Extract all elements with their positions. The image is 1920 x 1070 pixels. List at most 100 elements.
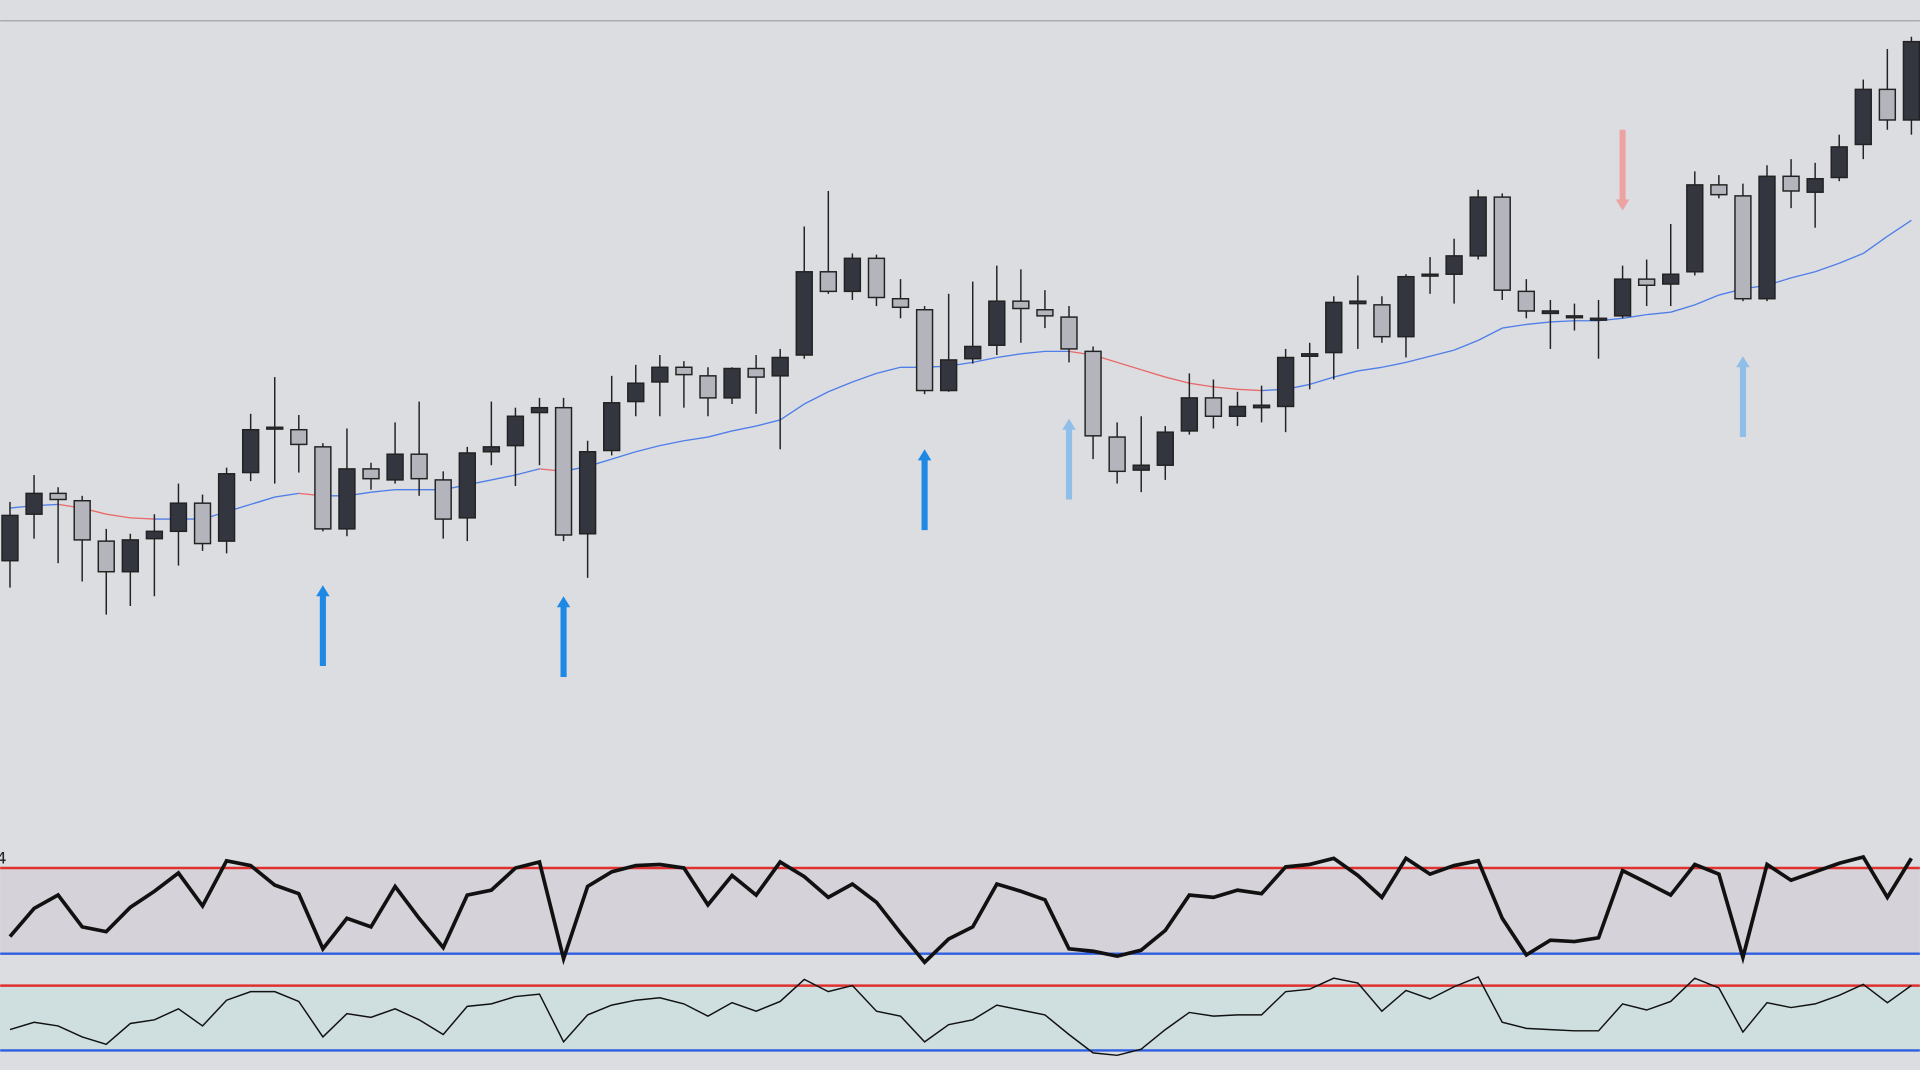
candle-body	[723, 367, 741, 399]
candle-body	[1036, 309, 1054, 317]
candle-body	[771, 356, 789, 377]
candle-body	[1806, 178, 1824, 193]
candle-body	[1710, 184, 1728, 196]
candle-body	[1373, 304, 1391, 338]
moving-average-segment	[370, 489, 396, 493]
moving-average-segment	[1526, 321, 1551, 326]
candle-body	[1541, 310, 1560, 315]
candle-body	[578, 451, 597, 535]
moving-average-segment	[1116, 361, 1142, 371]
moving-average-segment	[1550, 320, 1575, 323]
candle-body	[1734, 195, 1752, 300]
moving-average-segment	[828, 381, 853, 393]
candle-body	[1060, 316, 1078, 350]
candle-body	[1517, 290, 1536, 312]
candle-body	[867, 257, 886, 299]
moving-average-segment	[1477, 327, 1503, 341]
candle-body	[1156, 431, 1174, 466]
candle-body	[1325, 301, 1343, 354]
moving-average-segment	[1189, 382, 1214, 388]
candle-body	[1878, 88, 1897, 121]
moving-average-segment	[876, 366, 901, 375]
oscillator-line	[8, 854, 1913, 966]
moving-average-segment	[707, 430, 733, 438]
moving-average-segment	[852, 372, 877, 383]
candle-body	[747, 367, 765, 378]
moving-average-segment	[1309, 376, 1334, 386]
candle-body	[1830, 146, 1848, 179]
candle-body	[386, 453, 404, 481]
oscillator-line	[9, 976, 1912, 1057]
moving-average-segment	[1862, 235, 1888, 254]
indicator-label: 4	[0, 849, 7, 868]
moving-average-segment	[1020, 350, 1046, 355]
candle-body	[1469, 196, 1487, 257]
moving-average-segment	[683, 436, 709, 442]
candle-body	[554, 406, 573, 536]
candle-body	[1132, 464, 1150, 471]
signal-arrow	[1062, 418, 1076, 500]
moving-average-segment	[1814, 262, 1840, 273]
candle-body	[819, 271, 838, 293]
moving-average-segment	[659, 440, 685, 447]
moving-average-segment	[996, 353, 1021, 359]
candle-body	[97, 540, 115, 573]
candle-body	[1252, 404, 1271, 409]
moving-average-segment	[491, 474, 516, 481]
signal-arrow	[917, 449, 932, 531]
candle-body	[1565, 315, 1584, 319]
candle-body	[434, 479, 452, 520]
candle-body	[1421, 273, 1439, 277]
candle-body	[675, 366, 693, 376]
candle-body	[1, 514, 19, 562]
candle-body	[1686, 184, 1704, 273]
candle-body	[795, 271, 813, 356]
candle-body	[314, 446, 332, 530]
candle-body	[1276, 356, 1295, 408]
moving-average-segment	[731, 425, 757, 432]
candle-body	[506, 415, 525, 447]
moving-average-segment	[1502, 323, 1527, 329]
candle-body	[25, 492, 43, 515]
candle-body	[939, 359, 958, 392]
candle-body	[1084, 350, 1102, 437]
candle-body	[1012, 300, 1030, 310]
moving-average-segment	[274, 492, 299, 498]
candle-body	[266, 426, 284, 430]
moving-average-segment	[1357, 366, 1383, 372]
candle-body	[73, 499, 91, 541]
moving-average-segment	[755, 419, 781, 427]
moving-average-segment	[635, 444, 661, 453]
moving-average-segment	[1646, 311, 1671, 316]
candle-body	[49, 492, 67, 501]
moving-average-segment	[1165, 376, 1190, 384]
candle-body	[1204, 397, 1223, 417]
moving-average-segment	[130, 517, 155, 520]
signal-arrow	[316, 585, 330, 666]
candle-body	[1228, 405, 1247, 417]
candle-body	[1445, 255, 1463, 275]
level-band	[0, 985, 1920, 1051]
candle-body	[145, 530, 164, 540]
candle-body	[1782, 175, 1800, 192]
candle-body	[193, 502, 212, 545]
candle-body	[1758, 175, 1776, 300]
candle-body	[1902, 40, 1920, 121]
moving-average-segment	[1453, 339, 1479, 351]
moving-average-segment	[1333, 370, 1359, 378]
candle-body	[169, 502, 188, 533]
moving-average-segment	[611, 451, 636, 460]
moving-average-segment	[972, 356, 997, 364]
moving-average-segment	[1838, 252, 1864, 264]
candle-body	[1349, 300, 1367, 305]
moving-average-segment	[250, 496, 275, 506]
candle-body	[1662, 273, 1680, 285]
candle-body	[1589, 317, 1608, 321]
candle-body	[1180, 397, 1199, 432]
moving-average-segment	[1886, 219, 1912, 237]
moving-average-segment	[1670, 304, 1695, 313]
candle-body	[241, 428, 260, 474]
candle-body	[1108, 436, 1126, 473]
